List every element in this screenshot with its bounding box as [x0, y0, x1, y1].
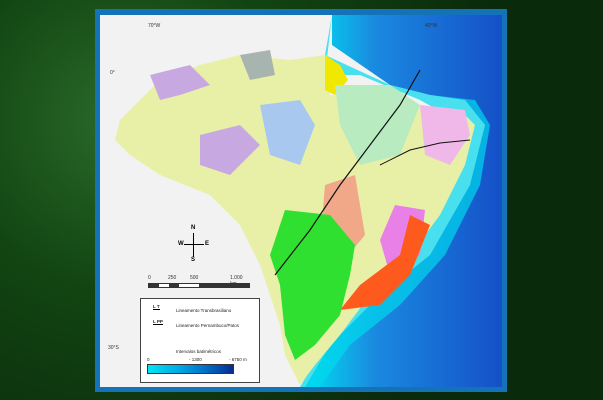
geologic-map: 70°W 40°W 0° 30°S N S W E 0 250 500 1.00…: [100, 15, 502, 387]
scale-tick: 0: [148, 275, 151, 281]
compass-e: E: [205, 241, 210, 247]
map-legend: L T Lineamento Transbrasiliano L PP Line…: [140, 298, 260, 383]
legend-lpp-label: Lineamento Pernambuco/Patos: [176, 323, 240, 328]
green-parana-basin: [270, 210, 355, 360]
lineamento-transbrasiliano: [274, 69, 421, 276]
lat-30s-label: 30°S: [108, 345, 119, 351]
orange-unit: [340, 215, 430, 310]
blue-unit: [260, 100, 315, 165]
lon-70w-label: 70°W: [148, 23, 161, 29]
lat-0-label: 0°: [110, 70, 115, 76]
purple-unit: [150, 65, 210, 100]
scale-tick: 500: [190, 275, 199, 281]
lon-40w-label: 40°W: [425, 23, 438, 29]
bathymetry-tick: 0: [147, 357, 150, 362]
lineamento-pernambuco-patos: [379, 139, 471, 166]
legend-lt-code: L T: [153, 304, 160, 310]
map-shapes: [115, 15, 502, 387]
bathymetry-color-bar: [147, 364, 234, 374]
compass-n: N: [191, 225, 196, 231]
scale-bar: 0 250 500 1.000 km: [148, 275, 250, 289]
legend-lt-label: Lineamento Transbrasiliano: [176, 308, 232, 313]
grey-unit: [240, 50, 275, 80]
scale-tick: 1.000 km: [230, 275, 243, 287]
teal-unit: [335, 85, 420, 165]
compass-w: W: [178, 241, 184, 247]
legend-lpp-code: L PP: [153, 319, 163, 325]
bathymetry-tick: - 1300: [189, 357, 202, 362]
compass-rose: N S W E: [178, 225, 210, 265]
ocean: [305, 15, 502, 387]
bathymetry-tick: - 6750 m: [229, 357, 247, 362]
scale-tick: 250: [168, 275, 177, 281]
pink-unit: [420, 105, 470, 165]
bathymetry-title: Intervalos batimétricos: [176, 349, 222, 354]
purple-unit-2: [200, 125, 260, 175]
compass-s: S: [191, 257, 196, 263]
